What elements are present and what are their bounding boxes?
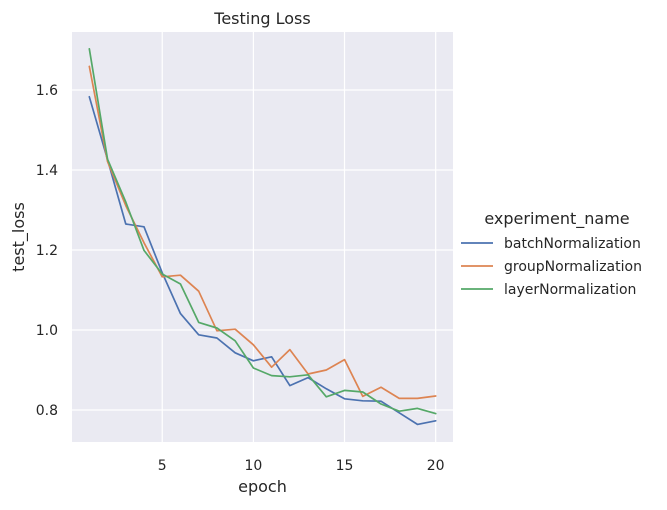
x-tick-label: 20	[427, 458, 445, 474]
legend-items: batchNormalization groupNormalization laye…	[461, 236, 642, 298]
y-tick-label: 1.6	[36, 83, 58, 99]
series-line-groupNormalization	[88, 65, 437, 400]
series-lines	[88, 47, 437, 426]
y-ticks: 0.8 1.0 1.2 1.4 1.6	[36, 83, 58, 419]
y-tick-label: 1.2	[36, 243, 58, 259]
y-tick-label: 0.8	[36, 403, 58, 419]
grid-lines	[72, 32, 453, 442]
y-axis-label: test_loss	[9, 202, 29, 272]
legend: experiment_name batchNormalization groupN…	[461, 209, 642, 298]
chart-title: Testing Loss	[213, 9, 310, 28]
legend-label-groupNormalization: groupNormalization	[504, 259, 642, 275]
x-tick-label: 15	[336, 458, 354, 474]
y-tick-label: 1.0	[36, 323, 58, 339]
y-tick-label: 1.4	[36, 163, 58, 179]
series-line-layerNormalization	[88, 47, 437, 415]
x-tick-label: 5	[158, 458, 167, 474]
legend-title: experiment_name	[484, 209, 629, 229]
x-tick-label: 10	[244, 458, 262, 474]
x-axis-label: epoch	[238, 477, 287, 496]
x-ticks: 5 10 15 20	[158, 458, 445, 474]
plot-area	[72, 32, 453, 442]
legend-label-layerNormalization: layerNormalization	[504, 282, 636, 298]
legend-label-batchNormalization: batchNormalization	[504, 236, 641, 252]
